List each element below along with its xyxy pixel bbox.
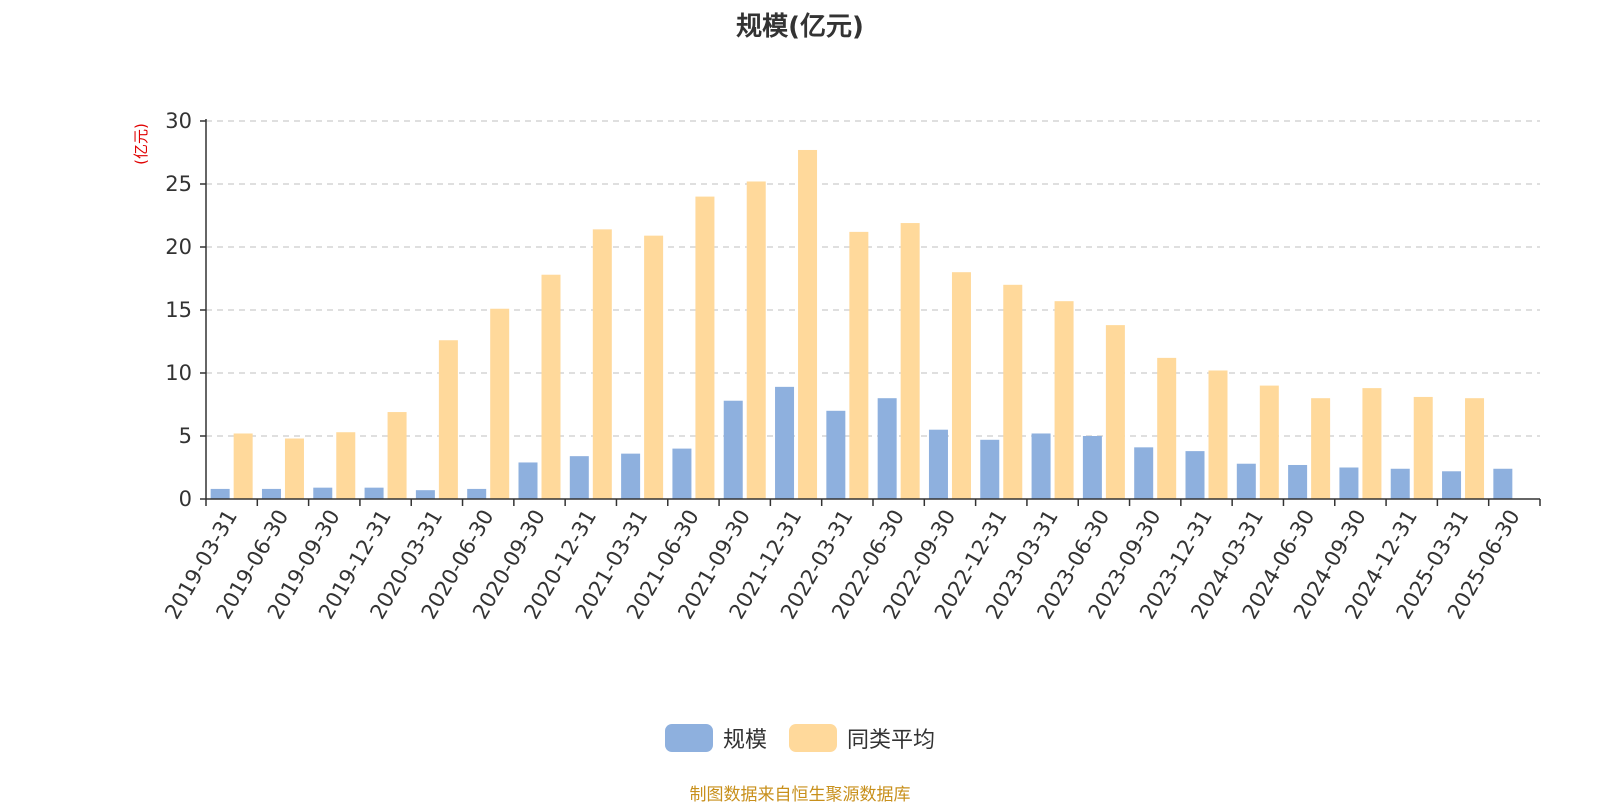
bar-peer-average [900, 223, 920, 499]
bar-peer-average [1362, 388, 1382, 499]
bar-scale [980, 439, 1000, 499]
bar-scale [877, 398, 897, 499]
legend-item[interactable]: 规模 [664, 722, 767, 754]
legend-item[interactable]: 同类平均 [789, 722, 935, 754]
bar-scale [723, 400, 743, 499]
y-tick-label: 30 [165, 109, 192, 133]
bar-peer-average [1054, 301, 1074, 499]
bar-peer-average [387, 412, 407, 499]
bar-scale [1185, 451, 1205, 499]
bar-peer-average [233, 433, 253, 499]
bar-peer-average [695, 196, 715, 499]
bar-scale [826, 410, 846, 499]
legend-swatch [664, 724, 713, 752]
bar-scale [672, 448, 692, 499]
source-note: 制图数据来自恒生聚源数据库 [689, 785, 911, 805]
bar-scale [928, 429, 948, 499]
y-tick-label: 25 [165, 172, 192, 196]
bar-peer-average [1259, 385, 1279, 499]
bar-scale [518, 462, 538, 499]
bar-scale [1442, 471, 1462, 499]
bar-scale [364, 487, 384, 499]
legend: 规模 同类平均 [0, 722, 1600, 754]
bar-peer-average [951, 272, 971, 499]
bar-scale [415, 490, 435, 499]
bar-peer-average [1208, 370, 1228, 499]
bar-peer-average [438, 340, 458, 499]
bar-peer-average [284, 438, 304, 499]
bar-scale [1031, 433, 1051, 499]
bar-peer-average [1003, 284, 1023, 499]
y-tick-label: 15 [165, 298, 192, 322]
bars [210, 149, 1513, 500]
y-tick-label: 10 [165, 361, 192, 385]
legend-swatch [789, 724, 837, 752]
bar-peer-average [336, 432, 356, 499]
bar-peer-average [592, 229, 612, 500]
bar-scale [467, 488, 487, 499]
bar-scale [1339, 467, 1359, 499]
bar-scale [1236, 463, 1256, 499]
bar-scale [621, 453, 641, 499]
y-tick-label: 5 [179, 424, 192, 448]
bar-scale [775, 386, 795, 499]
bar-peer-average [541, 274, 561, 499]
bar-scale [1288, 464, 1308, 499]
bar-peer-average [798, 149, 818, 500]
bar-peer-average [746, 181, 766, 500]
bar-scale [210, 488, 230, 499]
legend-label: 规模 [722, 728, 767, 753]
bar-peer-average [644, 235, 664, 499]
bar-peer-average [1465, 398, 1485, 499]
bar-scale [1134, 447, 1154, 499]
bar-peer-average [1311, 398, 1331, 499]
y-axis-unit-label: (亿元) [132, 123, 150, 165]
bar-peer-average [1105, 325, 1125, 499]
bar-scale [261, 488, 281, 499]
legend-label: 同类平均 [847, 728, 936, 753]
y-tick-label: 20 [165, 235, 192, 259]
bar-peer-average [1157, 357, 1177, 499]
bar-peer-average [849, 231, 869, 499]
bar-scale [313, 487, 333, 499]
bar-scale [569, 456, 589, 499]
bar-peer-average [1413, 396, 1433, 499]
bar-scale [1390, 468, 1410, 499]
chart-title: 规模(亿元) [736, 12, 864, 42]
y-tick-label: 0 [179, 487, 192, 511]
bar-scale [1082, 436, 1102, 499]
bar-peer-average [490, 308, 510, 499]
bar-scale [1493, 468, 1513, 499]
grid-lines [206, 120, 1540, 437]
